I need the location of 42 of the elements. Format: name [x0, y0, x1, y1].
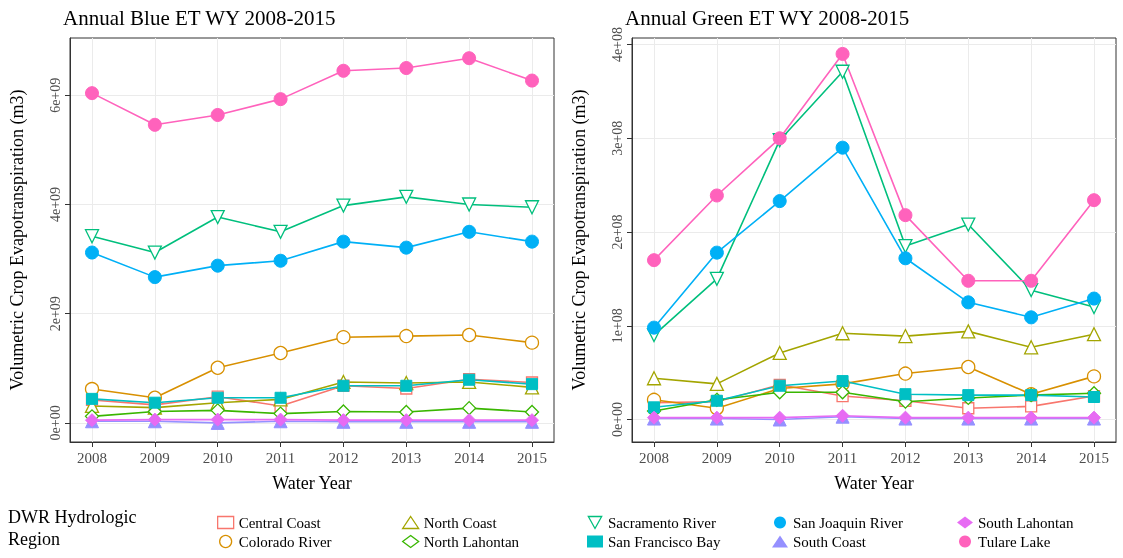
- y-axis-title: Volumetric Crop Evapotranspiration (m3): [7, 89, 28, 391]
- legend-label: South Coast: [793, 533, 867, 550]
- x-axis-title: Water Year: [833, 473, 914, 493]
- x-tick-label: 2015: [1078, 449, 1109, 466]
- x-tick-label: 2012: [328, 449, 359, 466]
- x-tick-label: 2012: [889, 449, 920, 466]
- x-tick-label: 2008: [638, 449, 669, 466]
- y-tick-label: 1e+08: [609, 308, 624, 344]
- chart-title: Annual Green ET WY 2008-2015: [624, 5, 909, 30]
- y-tick-label: 0e+00: [609, 401, 624, 438]
- y-tick-label: 2e+09: [47, 296, 63, 332]
- x-tick-label: 2011: [827, 449, 857, 466]
- legend-label: North Lahontan: [423, 533, 520, 550]
- x-tick-label: 2010: [764, 449, 795, 466]
- x-tick-label: 2013: [391, 449, 422, 466]
- y-tick-label: 6e+09: [47, 77, 63, 113]
- legend-label: Tulare Lake: [978, 533, 1051, 550]
- x-tick-label: 2010: [202, 449, 233, 466]
- y-tick-label: 0e+00: [47, 405, 63, 441]
- y-tick-label: 2e+08: [609, 214, 624, 250]
- x-tick-label: 2011: [265, 449, 296, 466]
- legend-label: Sacramento River: [608, 514, 716, 531]
- x-tick-label: 2009: [139, 449, 170, 466]
- legend-title: DWR Hydrologic Region: [8, 507, 141, 549]
- x-tick-label: 2014: [454, 449, 485, 466]
- chart-title: Annual Blue ET WY 2008-2015: [63, 5, 336, 30]
- legend-label: North Coast: [423, 514, 498, 531]
- legend-label: San Francisco Bay: [608, 533, 721, 550]
- x-tick-label: 2014: [1015, 449, 1047, 466]
- y-axis-title: Volumetric Crop Evapotranspiration (m3): [568, 89, 590, 391]
- legend-label: San Joaquin River: [793, 514, 903, 531]
- x-tick-label: 2015: [517, 449, 547, 466]
- y-tick-label: 4e+09: [47, 186, 63, 223]
- legend-label: Colorado River: [238, 533, 332, 550]
- legend-label: Central Coast: [238, 514, 322, 531]
- x-tick-label: 2013: [952, 449, 983, 466]
- y-tick-label: 4e+08: [609, 27, 624, 63]
- x-tick-label: 2008: [77, 449, 107, 466]
- legend-label: South Lahontan: [978, 514, 1074, 531]
- x-tick-label: 2009: [701, 449, 732, 466]
- y-tick-label: 3e+08: [609, 120, 624, 156]
- x-axis-title: Water Year: [272, 473, 352, 493]
